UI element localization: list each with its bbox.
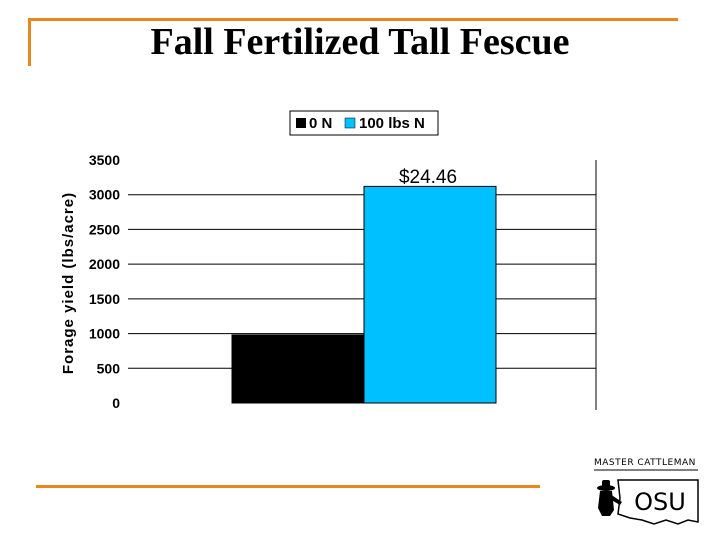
legend-label-0n: 0 N (309, 115, 332, 132)
bar-annotation: $24.46 (399, 167, 457, 188)
accent-bottom-line (36, 485, 540, 488)
y-tick-label-3500: 3500 (89, 152, 120, 168)
y-tick-label-0: 0 (112, 395, 120, 411)
slide-title: Fall Fertilized Tall Fescue (150, 21, 570, 63)
osu-mark: OSU (634, 488, 686, 516)
y-tick-label-500: 500 (97, 360, 121, 376)
bar-0-n (231, 334, 365, 404)
bars (231, 185, 497, 404)
legend-swatch-100n (344, 117, 356, 129)
osu-master-cattleman-logo: MASTER CATTLEMAN OSU (590, 458, 702, 530)
cowboy-icon (597, 480, 622, 516)
legend-label-100n: 100 lbs N (359, 115, 425, 132)
y-tick-label-2500: 2500 (89, 221, 120, 237)
oklahoma-outline-icon (617, 479, 699, 525)
legend-swatch-0n (296, 118, 306, 128)
y-tick-label-2000: 2000 (89, 256, 120, 272)
y-tick-label-3000: 3000 (89, 187, 120, 203)
y-axis-label: Forage yield (lbs/acre) (60, 192, 77, 374)
accent-vertical-line (28, 18, 31, 66)
accent-top-line (28, 18, 678, 21)
chart-legend: 0 N 100 lbs N (289, 110, 439, 136)
y-tick-label-1500: 1500 (89, 291, 120, 307)
bar-100-lbs-n (363, 185, 497, 404)
gridlines (128, 194, 596, 369)
logo-text: MASTER CATTLEMAN (594, 458, 696, 468)
y-tick-label-1000: 1000 (89, 326, 120, 342)
y-tick-labels: 0 500 1000 1500 2000 2500 3000 3500 (89, 152, 120, 411)
